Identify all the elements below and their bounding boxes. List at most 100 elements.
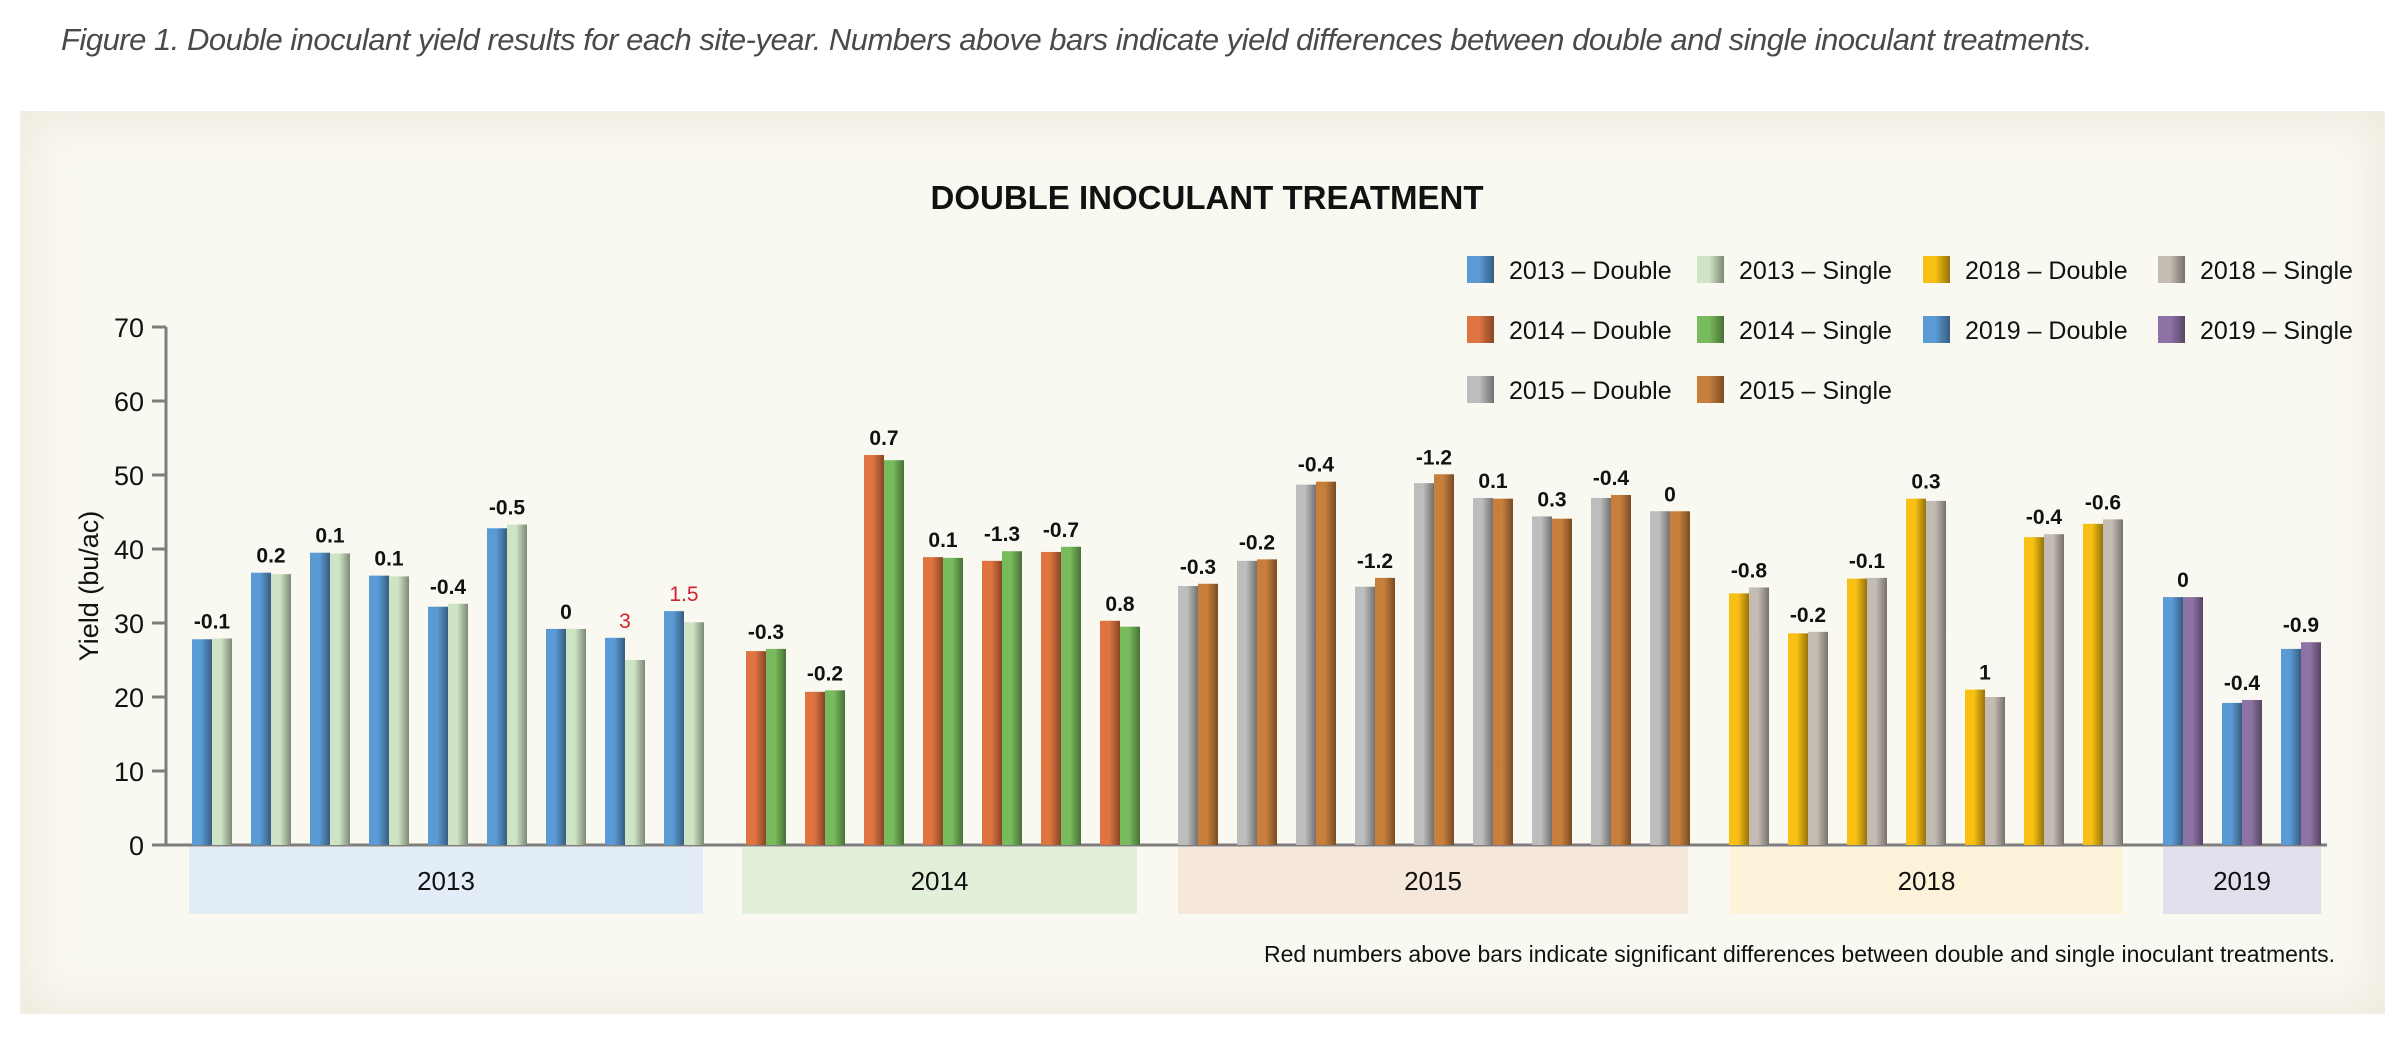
difference-label: 0.1 xyxy=(928,529,958,552)
bar-2018-double xyxy=(1906,498,1926,845)
difference-label: -0.1 xyxy=(194,611,231,634)
legend-label: 2013 – Single xyxy=(1739,257,1892,285)
legend-label: 2015 – Single xyxy=(1739,377,1892,405)
bar-2018-single xyxy=(1985,697,2005,845)
bar-2015-single xyxy=(1375,577,1395,845)
bar-2015-single xyxy=(1493,498,1513,845)
bar-2015-single xyxy=(1611,494,1631,845)
bar-2013-double xyxy=(428,606,448,845)
legend-label: 2019 – Single xyxy=(2200,317,2353,345)
bar-2013-double xyxy=(192,639,212,845)
bar-2018-single xyxy=(2044,534,2064,845)
difference-labels: -0.1 0.2 0.1 0.1 -0.4 -0.5 0 3 1.5 -0.3 -0.2 0.7 0.1… xyxy=(194,427,2319,695)
legend-item: 2015 – Single xyxy=(1697,376,1892,405)
bar-2018-double xyxy=(2083,523,2103,845)
legend-swatch xyxy=(1923,256,1950,283)
legend-swatch xyxy=(1697,316,1724,343)
bar-2018-single xyxy=(1867,577,1887,845)
year-band-label: 2015 xyxy=(1404,866,1462,896)
bar-2013-single xyxy=(330,553,350,845)
difference-label: 0.3 xyxy=(1537,488,1566,511)
bar-2013-single xyxy=(566,628,586,845)
bar-2018-double xyxy=(1965,689,1985,845)
bar-2019-double xyxy=(2281,648,2301,845)
legend-label: 2019 – Double xyxy=(1965,317,2128,345)
y-tick-label: 0 xyxy=(129,831,144,861)
legend-item: 2018 – Single xyxy=(2158,256,2353,285)
significance-note: Red numbers above bars indicate signific… xyxy=(1264,941,2335,967)
y-axis-label: Yield (bu/ac) xyxy=(74,511,104,662)
bar-2015-single xyxy=(1434,474,1454,845)
bar-2018-double xyxy=(1788,633,1808,845)
bar-2015-double xyxy=(1355,586,1375,845)
bar-2014-double xyxy=(746,651,766,845)
difference-label: 1.5 xyxy=(669,583,698,606)
difference-label: -0.2 xyxy=(1790,604,1826,627)
bar-2018-single xyxy=(1749,587,1769,845)
difference-label: 0.1 xyxy=(1478,470,1508,493)
chart-title: DOUBLE INOCULANT TREATMENT xyxy=(930,179,1483,216)
bar-2013-single xyxy=(507,524,527,845)
bar-2013-single xyxy=(684,622,704,845)
y-tick-label: 10 xyxy=(114,757,144,787)
bar-2014-single xyxy=(943,557,963,845)
difference-label: -0.5 xyxy=(489,497,526,520)
year-band-label: 2014 xyxy=(911,866,969,896)
bar-2014-single xyxy=(1120,626,1140,845)
legend-label: 2013 – Double xyxy=(1509,257,1672,285)
difference-label: 0 xyxy=(560,601,572,624)
difference-label: -0.4 xyxy=(430,576,467,599)
difference-label: -0.3 xyxy=(748,621,784,644)
legend-label: 2018 – Double xyxy=(1965,257,2128,285)
year-band-2015 xyxy=(1178,847,1688,914)
year-band-2018 xyxy=(1730,847,2123,914)
legend-label: 2014 – Single xyxy=(1739,317,1892,345)
difference-label: 0 xyxy=(2177,569,2189,592)
bar-2015-double xyxy=(1650,511,1670,845)
year-band-label: 2018 xyxy=(1898,866,1956,896)
bar-2019-single xyxy=(2301,642,2321,845)
legend-swatch xyxy=(2158,316,2185,343)
bar-2015-single xyxy=(1552,518,1572,845)
difference-label: 3 xyxy=(619,610,631,633)
difference-label: -0.4 xyxy=(1593,467,1630,490)
bar-2018-double xyxy=(1729,593,1749,845)
difference-label: -1.2 xyxy=(1416,446,1452,469)
bar-2014-single xyxy=(884,460,904,845)
bar-2015-single xyxy=(1670,511,1690,845)
difference-label: -0.8 xyxy=(1731,559,1768,582)
bar-2013-double xyxy=(605,637,625,845)
bars xyxy=(192,455,2321,845)
y-tick-label: 70 xyxy=(114,313,144,343)
year-band-2013 xyxy=(189,847,703,914)
bar-2015-single xyxy=(1198,583,1218,845)
bar-2015-double xyxy=(1178,586,1198,845)
bar-2013-single xyxy=(625,660,645,845)
bar-2013-double xyxy=(251,572,271,845)
bar-2013-double xyxy=(369,575,389,845)
legend-item: 2018 – Double xyxy=(1923,256,2128,285)
bar-2015-double xyxy=(1591,497,1611,845)
difference-label: 0.7 xyxy=(869,427,898,450)
difference-label: 0.3 xyxy=(1911,471,1940,494)
year-band-label: 2013 xyxy=(417,866,475,896)
year-band-2014 xyxy=(742,847,1137,914)
legend-item: 2019 – Double xyxy=(1923,316,2128,345)
legend-item: 2019 – Single xyxy=(2158,316,2353,345)
y-tick-label: 60 xyxy=(114,387,144,417)
bar-2019-double xyxy=(2163,597,2183,845)
bar-2014-double xyxy=(923,557,943,845)
legend-item: 2014 – Double xyxy=(1467,316,1672,345)
bar-2018-double xyxy=(2024,537,2044,845)
year-bands: 2013 2014 2015 2018 2019 xyxy=(189,847,2321,914)
bar-2014-single xyxy=(1002,551,1022,845)
bar-2014-double xyxy=(864,455,884,845)
bar-2013-double xyxy=(546,628,566,845)
difference-label: -0.6 xyxy=(2085,491,2121,514)
legend-item: 2015 – Double xyxy=(1467,376,1672,405)
bar-2013-single xyxy=(389,576,409,845)
bar-2015-double xyxy=(1414,483,1434,845)
bar-2013-double xyxy=(310,552,330,845)
